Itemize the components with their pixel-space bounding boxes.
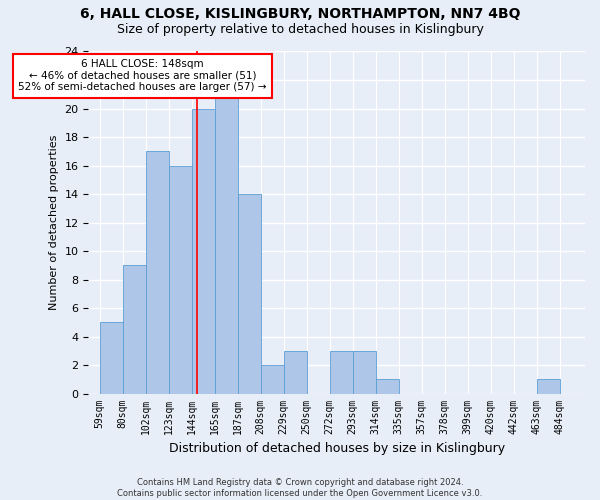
Bar: [100, 322, 123, 394]
Text: 6 HALL CLOSE: 148sqm
← 46% of detached houses are smaller (51)
52% of semi-detac: 6 HALL CLOSE: 148sqm ← 46% of detached h…: [19, 59, 267, 92]
X-axis label: Distribution of detached houses by size in Kislingbury: Distribution of detached houses by size …: [169, 442, 505, 455]
Bar: [537, 380, 560, 394]
Bar: [238, 194, 261, 394]
Bar: [376, 380, 399, 394]
Bar: [169, 166, 192, 394]
Bar: [123, 266, 146, 394]
Text: Size of property relative to detached houses in Kislingbury: Size of property relative to detached ho…: [116, 22, 484, 36]
Y-axis label: Number of detached properties: Number of detached properties: [49, 135, 59, 310]
Bar: [284, 351, 307, 394]
Bar: [192, 108, 215, 394]
Bar: [215, 94, 238, 394]
Text: 6, HALL CLOSE, KISLINGBURY, NORTHAMPTON, NN7 4BQ: 6, HALL CLOSE, KISLINGBURY, NORTHAMPTON,…: [80, 8, 520, 22]
Bar: [353, 351, 376, 394]
Bar: [261, 365, 284, 394]
Text: Contains HM Land Registry data © Crown copyright and database right 2024.
Contai: Contains HM Land Registry data © Crown c…: [118, 478, 482, 498]
Bar: [146, 152, 169, 394]
Bar: [330, 351, 353, 394]
